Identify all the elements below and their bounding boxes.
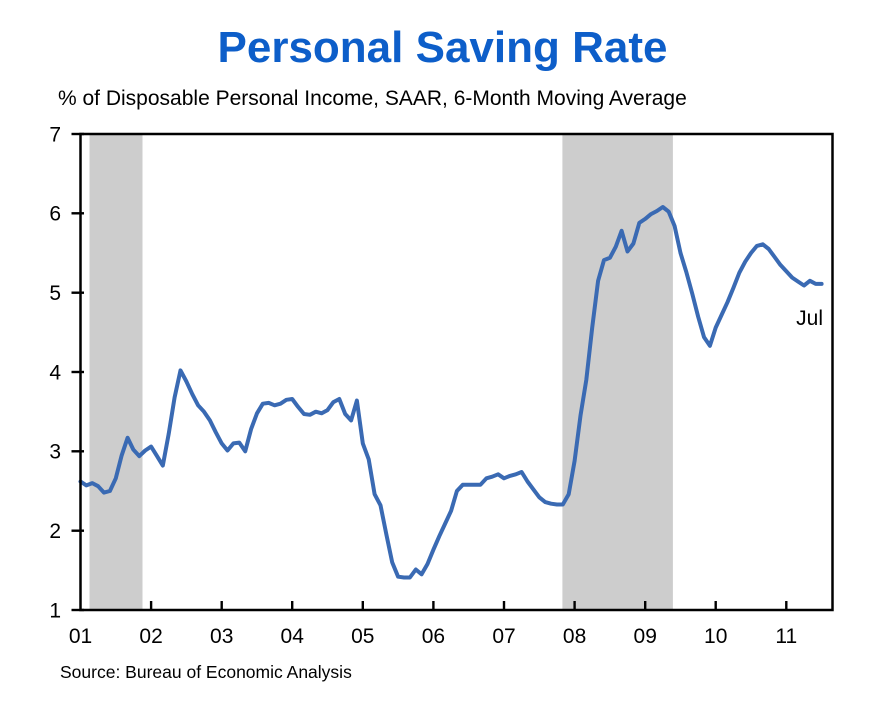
chart-title: Personal Saving Rate <box>217 23 668 72</box>
y-axis-label: 3 <box>49 441 61 464</box>
y-axis-label: 1 <box>49 599 61 622</box>
x-axis-label: 04 <box>281 625 305 648</box>
chart-subtitle: % of Disposable Personal Income, SAAR, 6… <box>58 87 687 110</box>
y-axis-label: 4 <box>49 361 61 384</box>
x-axis-label: 08 <box>563 625 586 648</box>
source-note: Source: Bureau of Economic Analysis <box>60 662 352 682</box>
recession-band <box>562 135 673 609</box>
x-axis-label: 09 <box>634 625 657 648</box>
saving-rate-line <box>78 205 824 580</box>
x-axis-label: 07 <box>492 625 515 648</box>
y-axis-label: 5 <box>49 282 61 305</box>
x-axis-label: 10 <box>704 625 727 648</box>
y-axis-label: 7 <box>49 123 61 146</box>
x-axis-label: 05 <box>351 625 374 648</box>
plot-border <box>79 132 834 612</box>
x-axis-label: 03 <box>210 625 233 648</box>
x-axis-label: 06 <box>422 625 445 648</box>
x-axis-label: 01 <box>69 625 92 648</box>
y-axis-label: 2 <box>49 520 61 543</box>
y-axis-label: 6 <box>49 203 61 226</box>
x-axis-label: 11 <box>775 625 797 648</box>
last-point-annotation: Jul <box>796 307 823 330</box>
recession-band <box>89 135 143 609</box>
x-axis-label: 02 <box>139 625 162 648</box>
